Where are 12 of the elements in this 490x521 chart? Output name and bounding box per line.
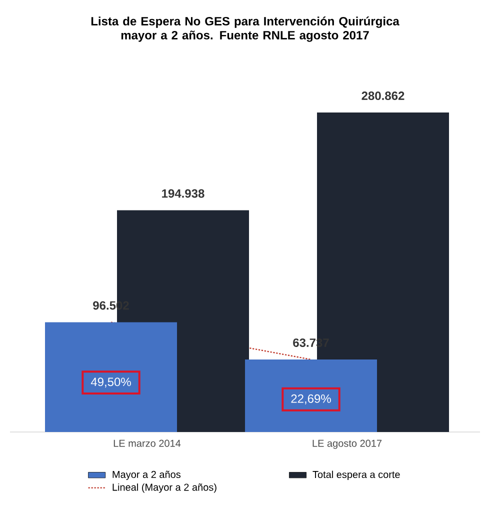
legend-label: Lineal (Mayor a 2 años): [112, 483, 216, 493]
annotation: 22,69%: [291, 394, 331, 404]
data-label: 194.938: [162, 189, 204, 198]
chart-title: Lista de Espera No GES para Intervención Quirúrgica mayor a 2 años. Fuente RNLE agosto 2017: [91, 16, 400, 42]
legend-label: Mayor a 2 años: [112, 470, 181, 480]
x-tick-label: LE agosto 2017: [312, 440, 382, 449]
bar: [245, 360, 378, 432]
bar: [45, 322, 177, 432]
x-tick-label: LE marzo 2014: [114, 440, 181, 447]
annotation: 49,50%: [90, 378, 131, 388]
legend-label: Total espera a corte: [312, 470, 400, 480]
data-label: 280.862: [362, 92, 404, 100]
